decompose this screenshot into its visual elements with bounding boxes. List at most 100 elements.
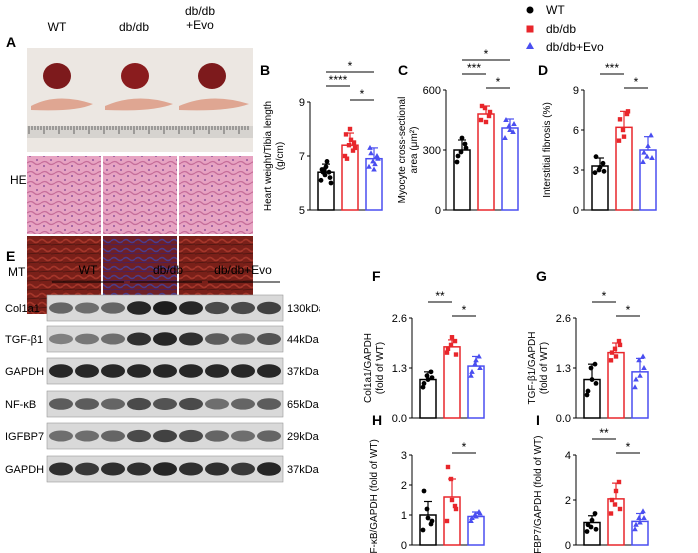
blot-band <box>49 364 73 378</box>
data-point <box>593 526 599 532</box>
legend-marker-dbdb <box>526 25 534 33</box>
sig-label: * <box>496 75 501 89</box>
data-point <box>476 353 482 359</box>
y-axis-label: NF-κB/GAPDH (fold of WT) <box>369 439 380 553</box>
data-point <box>511 121 517 126</box>
data-point <box>648 132 654 138</box>
y-axis-label: (fold of WT) <box>375 342 386 394</box>
data-point <box>429 518 435 524</box>
ruler <box>27 126 253 138</box>
blot-band <box>49 302 73 314</box>
blot-band <box>231 398 255 410</box>
legend-label-dbdb: db/db <box>546 22 577 36</box>
panel-a-col-dbdb-evo: db/db +Evo <box>184 4 216 32</box>
data-point <box>449 335 455 340</box>
data-point <box>507 127 513 132</box>
data-point <box>455 153 461 159</box>
blot-band <box>257 364 281 378</box>
blot-band <box>153 301 177 315</box>
blot-band <box>153 462 177 476</box>
y-tick-label: 0 <box>401 540 407 552</box>
blot-band <box>127 397 151 411</box>
data-point <box>636 515 642 520</box>
data-point <box>609 350 615 355</box>
y-tick-label: 2.6 <box>392 313 407 325</box>
blot-kda: 29kDa <box>287 431 320 443</box>
data-point <box>584 392 590 398</box>
y-tick-label: 2 <box>565 495 571 507</box>
data-point <box>483 119 489 125</box>
sig-label: ** <box>599 426 609 440</box>
blot-name: TGF-β1 <box>5 334 43 346</box>
data-point <box>324 159 330 164</box>
data-point <box>327 175 333 181</box>
panel-label-b: B <box>260 62 271 78</box>
blot-band <box>205 398 229 410</box>
blot-band <box>257 430 281 442</box>
y-tick-label: 5 <box>299 205 305 217</box>
data-point <box>425 377 431 382</box>
data-point <box>448 342 454 348</box>
sig-label: * <box>348 59 353 73</box>
data-point <box>370 158 376 164</box>
blot-band <box>231 462 255 476</box>
y-axis-label: Interstitial fibrosis (%) <box>542 102 553 198</box>
data-point <box>343 132 349 137</box>
blot-band <box>75 462 99 476</box>
blot-kda: 130kDa <box>287 303 320 315</box>
blot-name: GAPDH <box>5 366 44 378</box>
data-point <box>428 369 434 375</box>
data-point <box>472 361 478 367</box>
legend-label-wt: WT <box>546 3 565 17</box>
blot-band <box>127 332 151 346</box>
data-point <box>462 141 468 147</box>
blot-band <box>75 398 99 410</box>
data-point <box>344 156 350 161</box>
data-point <box>452 338 458 344</box>
panel-label-d: D <box>538 62 549 78</box>
data-point <box>588 365 594 371</box>
blot-band <box>49 430 73 442</box>
blot-band <box>101 430 125 442</box>
sig-label: *** <box>605 61 619 75</box>
blot-band <box>231 430 255 442</box>
blot-band <box>153 398 177 410</box>
panel-e-group-dbdb: db/db <box>152 263 184 277</box>
he-image-dbdb-evo <box>179 156 253 234</box>
chart-h: 0 1 2 3 NF-κB/GAPDH (fold of WT) * <box>369 439 485 553</box>
data-point <box>649 155 655 160</box>
blot-band <box>101 462 125 476</box>
blot-band <box>257 301 281 315</box>
blot-band <box>257 333 281 345</box>
panel-label-a: A <box>6 34 17 50</box>
data-point <box>613 354 619 359</box>
panel-a-row-mt: MT <box>8 265 26 279</box>
sig-label: * <box>626 303 631 317</box>
panel-label-g: G <box>536 268 547 284</box>
blot-band <box>75 364 99 378</box>
data-point <box>592 511 598 516</box>
blot-band <box>153 429 177 443</box>
data-point <box>444 350 450 355</box>
blot-kda: 44kDa <box>287 334 320 346</box>
blot-band <box>75 302 99 314</box>
blot-band <box>179 429 203 443</box>
data-point <box>425 515 431 521</box>
data-point <box>449 497 455 503</box>
data-point <box>424 373 430 379</box>
data-point <box>616 138 622 143</box>
data-point <box>458 149 464 155</box>
blot-name: Col1a1 <box>5 303 40 315</box>
blot-band <box>153 332 177 346</box>
data-point <box>624 111 630 117</box>
data-point <box>368 150 374 156</box>
y-tick-label: 4 <box>565 450 571 462</box>
data-point <box>640 508 646 514</box>
bar <box>477 113 495 211</box>
blot-band <box>205 430 229 442</box>
data-point <box>633 521 639 527</box>
panel-label-c: C <box>398 62 409 78</box>
